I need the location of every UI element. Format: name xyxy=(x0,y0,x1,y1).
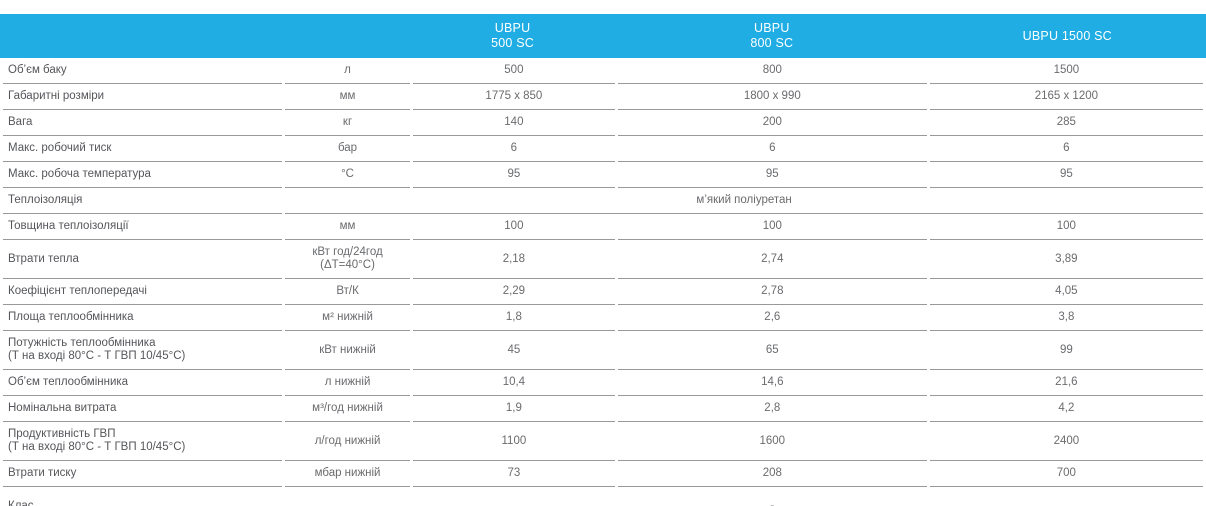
value-ubpu-500: 1,8 xyxy=(412,305,615,331)
value-ubpu-800: 2,6 xyxy=(617,305,927,331)
unit-label: мбар нижній xyxy=(285,461,410,487)
value-ubpu-500: 73 xyxy=(412,461,615,487)
value-ubpu-500: 1,9 xyxy=(412,396,615,422)
value-ubpu-800: 95 xyxy=(617,162,927,188)
param-label: Потужність теплообмінника (Т на вході 80… xyxy=(3,331,283,370)
unit-label: Вт/К xyxy=(285,279,410,305)
table-row-max-temperature: Макс. робоча температура °С 95 95 95 xyxy=(3,162,1203,188)
value-ubpu-500: 10,4 xyxy=(412,370,615,396)
table-row-heat-transfer-coefficient: Коефіцієнт теплопередачі Вт/К 2,29 2,78 … xyxy=(3,279,1203,305)
table-row-dhw-output: Продуктивність ГВП (Т на вході 80°С - Т … xyxy=(3,422,1203,461)
param-label: Номінальна витрата xyxy=(3,396,283,422)
value-ubpu-800: 2,74 xyxy=(617,240,927,279)
value-ubpu-500: 1775 x 850 xyxy=(412,84,615,110)
table-row-weight: Вага кг 140 200 285 xyxy=(3,110,1203,136)
value-ubpu-1500: 6 xyxy=(929,136,1203,162)
unit-label: кг xyxy=(285,110,410,136)
value-ubpu-800: 208 xyxy=(617,461,927,487)
value-ubpu-500: 1100 xyxy=(412,422,615,461)
param-label: Теплоізоляція xyxy=(3,188,283,214)
param-label: Втрати тиску xyxy=(3,461,283,487)
value-ubpu-800: 800 xyxy=(617,58,927,84)
value-ubpu-1500 xyxy=(930,487,1203,506)
value-ubpu-800: 65 xyxy=(617,331,927,370)
unit-label: кВт год/24год (ΔТ=40°С) xyxy=(285,240,410,279)
value-ubpu-500: 2,29 xyxy=(412,279,615,305)
energy-class-cell: D xyxy=(413,487,615,506)
param-label: Вага xyxy=(3,110,283,136)
unit-label: бар xyxy=(285,136,410,162)
value-ubpu-1500: 2165 x 1200 xyxy=(929,84,1203,110)
param-label: Габаритні розміри xyxy=(3,84,283,110)
value-ubpu-500: 140 xyxy=(412,110,615,136)
value-ubpu-1500: 21,6 xyxy=(929,370,1203,396)
param-label: Коефіцієнт теплопередачі xyxy=(3,279,283,305)
unit-label: мм xyxy=(285,214,410,240)
param-label: Продуктивність ГВП (Т на вході 80°С - Т … xyxy=(3,422,283,461)
table-header-row: UBPU 500 SC UBPU 800 SC UBPU 1500 SC xyxy=(0,14,1206,58)
value-ubpu-800: - xyxy=(618,487,927,506)
spec-table: Об’єм баку л 500 800 1500 Габаритні розм… xyxy=(0,58,1206,506)
value-ubpu-1500: 700 xyxy=(929,461,1203,487)
value-ubpu-500: 100 xyxy=(412,214,615,240)
value-ubpu-1500: 3,89 xyxy=(929,240,1203,279)
value-ubpu-800: 200 xyxy=(617,110,927,136)
table-row-exchanger-area: Площа теплообмінника м² нижній 1,8 2,6 3… xyxy=(3,305,1203,331)
param-label: Об’єм теплообмінника xyxy=(3,370,283,396)
table-row-energy-class: Клас D - xyxy=(3,487,1203,506)
table-row-exchanger-volume: Об’єм теплообмінника л нижній 10,4 14,6 … xyxy=(3,370,1203,396)
column-header-ubpu-800-sc: UBPU 800 SC xyxy=(750,21,794,50)
merged-value-cell: м’який поліуретан xyxy=(285,188,1203,214)
unit-label: мм xyxy=(285,84,410,110)
unit-label: м³/год нижній xyxy=(285,396,410,422)
param-label: Клас xyxy=(3,487,282,506)
value-ubpu-800: 14,6 xyxy=(617,370,927,396)
value-ubpu-1500: 4,2 xyxy=(929,396,1203,422)
unit-label: л/год нижній xyxy=(285,422,410,461)
value-ubpu-500: 45 xyxy=(412,331,615,370)
value-ubpu-800: 1800 x 990 xyxy=(617,84,927,110)
value-ubpu-1500: 3,8 xyxy=(929,305,1203,331)
column-header-ubpu-1500-sc: UBPU 1500 SC xyxy=(1022,28,1112,43)
param-label: Об’єм баку xyxy=(3,58,283,84)
value-ubpu-500: 2,18 xyxy=(412,240,615,279)
table-row-heat-loss: Втрати тепла кВт год/24год (ΔТ=40°С) 2,1… xyxy=(3,240,1203,279)
unit-label xyxy=(285,487,410,506)
param-label: Макс. робоча температура xyxy=(3,162,283,188)
value-ubpu-1500: 285 xyxy=(929,110,1203,136)
value-ubpu-1500: 99 xyxy=(929,331,1203,370)
table-row-nominal-flow: Номінальна витрата м³/год нижній 1,9 2,8… xyxy=(3,396,1203,422)
unit-label: кВт нижній xyxy=(285,331,410,370)
value-ubpu-500: 500 xyxy=(412,58,615,84)
table-row-insulation-thickness: Товщина теплоізоляції мм 100 100 100 xyxy=(3,214,1203,240)
value-ubpu-500: 6 xyxy=(412,136,615,162)
value-ubpu-800: 1600 xyxy=(617,422,927,461)
table-row-max-pressure: Макс. робочий тиск бар 6 6 6 xyxy=(3,136,1203,162)
unit-label: °С xyxy=(285,162,410,188)
value-ubpu-800: 2,8 xyxy=(617,396,927,422)
value-ubpu-1500: 1500 xyxy=(929,58,1203,84)
unit-label: м² нижній xyxy=(285,305,410,331)
table-row-pressure-loss: Втрати тиску мбар нижній 73 208 700 xyxy=(3,461,1203,487)
param-label: Макс. робочий тиск xyxy=(3,136,283,162)
value-ubpu-1500: 4,05 xyxy=(929,279,1203,305)
table-row-exchanger-power: Потужність теплообмінника (Т на вході 80… xyxy=(3,331,1203,370)
param-label: Товщина теплоізоляції xyxy=(3,214,283,240)
unit-label: л xyxy=(285,58,410,84)
value-ubpu-500: 95 xyxy=(412,162,615,188)
table-row-tank-volume: Об’єм баку л 500 800 1500 xyxy=(3,58,1203,84)
value-ubpu-800: 2,78 xyxy=(617,279,927,305)
value-ubpu-800: 6 xyxy=(617,136,927,162)
param-label: Площа теплообмінника xyxy=(3,305,283,331)
value-ubpu-1500: 100 xyxy=(929,214,1203,240)
param-label: Втрати тепла xyxy=(3,240,283,279)
table-row-insulation: Теплоізоляція м’який поліуретан xyxy=(3,188,1203,214)
value-ubpu-1500: 2400 xyxy=(929,422,1203,461)
value-ubpu-800: 100 xyxy=(617,214,927,240)
unit-label: л нижній xyxy=(285,370,410,396)
value-ubpu-1500: 95 xyxy=(929,162,1203,188)
table-row-dimensions: Габаритні розміри мм 1775 x 850 1800 x 9… xyxy=(3,84,1203,110)
column-header-ubpu-500-sc: UBPU 500 SC xyxy=(491,21,534,50)
